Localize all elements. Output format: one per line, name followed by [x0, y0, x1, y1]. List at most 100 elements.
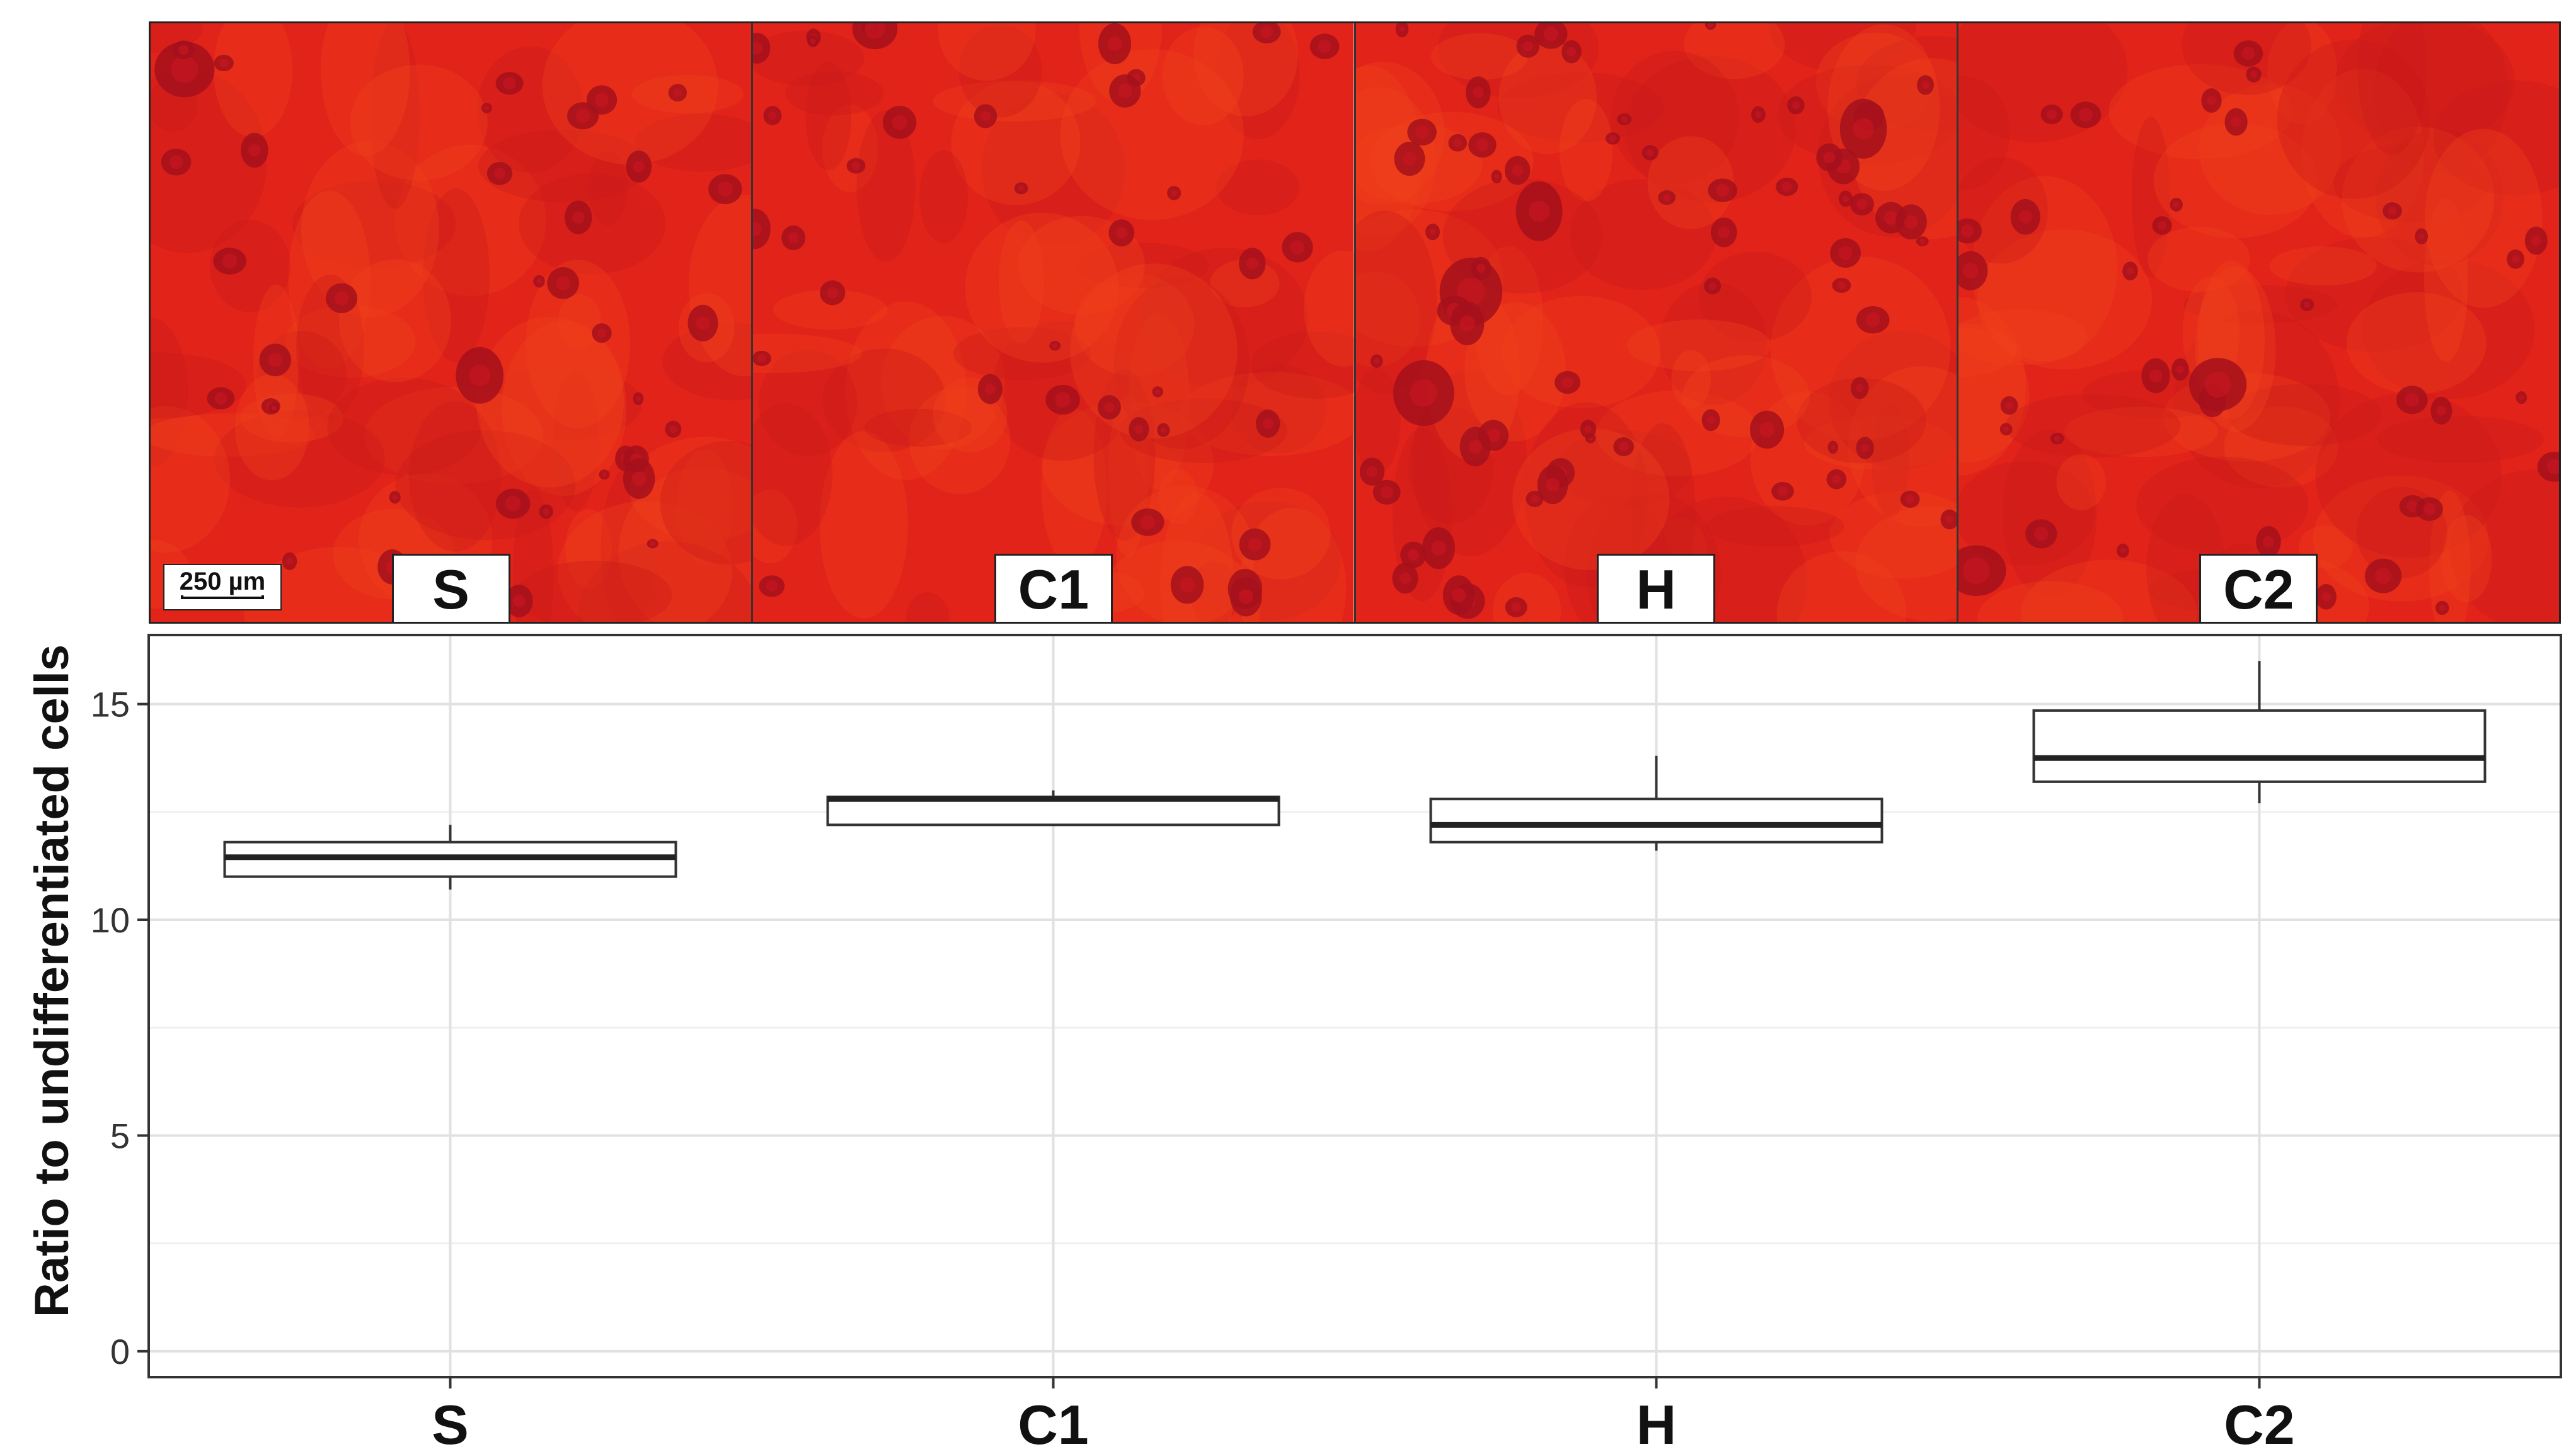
cell-colony [1534, 23, 1567, 49]
cell-colony [1815, 143, 1843, 172]
cell-colony [647, 539, 658, 549]
cell-colony [1309, 33, 1340, 59]
micrograph-image [1958, 23, 2559, 622]
cell-colony [2122, 261, 2138, 281]
cell-colony [1395, 23, 1408, 38]
cell-colony [1465, 76, 1491, 109]
cell-colony [820, 280, 846, 306]
cell-colony [2233, 40, 2263, 67]
box-c1 [826, 790, 1280, 827]
cell-colony [1045, 384, 1081, 415]
cell-colony [539, 504, 553, 519]
cell-colony [2506, 249, 2524, 269]
cell-colony [1855, 437, 1874, 459]
cell-colony [1826, 469, 1846, 489]
micrograph-panel-c2: C2 [1958, 23, 2559, 622]
cell-colony [1515, 181, 1563, 241]
cell-colony [1098, 395, 1122, 420]
cell-colony [566, 102, 599, 130]
cell-colony [1771, 482, 1794, 501]
cell-colony [533, 275, 545, 288]
cell-colony [1642, 145, 1659, 161]
cell-colony [1049, 341, 1061, 351]
cell-colony [1940, 509, 1957, 530]
cell-colony [2415, 228, 2428, 245]
scale-bar: 250 µm [163, 564, 282, 610]
cell-colony [1856, 306, 1890, 334]
cell-colony [1701, 409, 1720, 432]
cell-colony [1282, 232, 1313, 263]
cell-colony [1425, 223, 1440, 241]
panel-label-c2: C2 [2199, 554, 2318, 622]
cell-colony [1916, 75, 1934, 95]
cell-colony [2246, 66, 2262, 83]
panel-label-h: H [1597, 554, 1716, 622]
y-tick-label: 15 [91, 685, 130, 724]
y-axis-title: Ratio to undifferentiated cells [25, 644, 79, 1317]
x-tick-layer: S C1 H C2 [432, 1377, 2295, 1454]
cell-colony [763, 106, 782, 125]
cell-colony [1256, 409, 1280, 438]
box-body [1429, 798, 1883, 844]
cell-colony [665, 420, 682, 438]
cell-colony [1705, 23, 1716, 30]
y-tick-label: 10 [91, 900, 130, 940]
cell-colony [1391, 563, 1418, 594]
cell-colony [2116, 543, 2129, 558]
cell-colony [623, 458, 655, 500]
cell-colony [2430, 396, 2452, 425]
cell-colony [883, 106, 917, 139]
cell-colony [2524, 226, 2548, 255]
cell-colony [1394, 141, 1425, 176]
cell-colony [1561, 40, 1582, 64]
cell-colony [633, 392, 644, 406]
cell-colony [2382, 202, 2402, 220]
cell-colony [1129, 417, 1149, 442]
grid-layer [149, 635, 2561, 1377]
cell-colony [207, 387, 235, 409]
cell-colony [1239, 248, 1266, 280]
scale-bar-line [181, 595, 264, 599]
cell-colony [626, 151, 652, 183]
cell-colony [2000, 396, 2018, 415]
cell-colony [668, 84, 687, 102]
micrograph-image [151, 23, 752, 622]
cell-colony [1230, 576, 1262, 617]
cell-colony [2201, 88, 2222, 113]
micrograph-image [1355, 23, 1957, 622]
micrograph-panel-c1: C1 [753, 23, 1356, 622]
cell-colony [2516, 391, 2527, 404]
cell-colony [759, 575, 785, 597]
cell-colony [481, 103, 492, 113]
micrograph-image [753, 23, 1354, 622]
cell-colony [2537, 451, 2559, 482]
cell-colony [1406, 118, 1437, 146]
cell-colony [1958, 545, 2006, 597]
cell-colony [486, 162, 513, 185]
cell-colony [1827, 440, 1838, 454]
cell-colony [1171, 566, 1204, 604]
cell-colony [1108, 219, 1135, 247]
cell-colony [495, 72, 524, 95]
cell-colony [1537, 465, 1568, 505]
cell-colony [1850, 377, 1869, 399]
cell-colony [1422, 527, 1455, 570]
cell-colony [687, 304, 718, 341]
cell-colony [1152, 386, 1164, 398]
cell-colony [268, 403, 280, 414]
cell-colony [2141, 358, 2170, 394]
cell-colony [1370, 354, 1383, 368]
cell-colony [1109, 74, 1141, 108]
cell-colony [282, 552, 297, 571]
cell-colony [1613, 437, 1634, 456]
cell-colony [807, 35, 819, 47]
cell-colony [1895, 204, 1927, 240]
cell-colony [1554, 370, 1580, 394]
cell-colony [214, 54, 234, 72]
panel-label-c1: C1 [994, 554, 1113, 622]
cell-colony [389, 491, 401, 504]
cell-colony [2171, 358, 2189, 381]
cell-colony [161, 148, 192, 176]
cell-colony [1703, 277, 1721, 295]
cell-colony [1471, 256, 1491, 280]
